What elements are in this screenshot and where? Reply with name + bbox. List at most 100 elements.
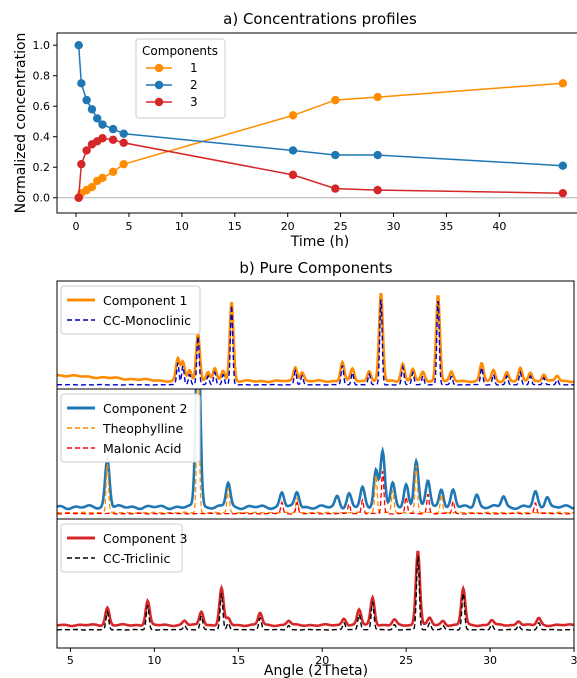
chart-a-x-axis: 0 5 10 15 20 25 30 35 40 — [73, 213, 506, 233]
legend-label: Component 1 — [103, 293, 188, 308]
x-tick-label: 10 — [147, 654, 161, 667]
chart-b-panel-3: Component 3 CC-Triclinic — [56, 518, 575, 649]
y-tick-label: 0.0 — [33, 192, 51, 205]
x-tick-label: 40 — [492, 220, 506, 233]
chart-a-y-axis: 0.0 0.2 0.4 0.6 0.8 1.0 — [33, 39, 57, 205]
y-tick-label: 1.0 — [33, 39, 51, 52]
series-1-point — [373, 92, 382, 102]
series-1-point — [288, 111, 298, 120]
panel-legend: Component 1 CC-Monoclinic — [60, 285, 201, 335]
x-tick-label: 35 — [439, 220, 453, 233]
series-1-point — [98, 173, 107, 183]
series-2-point — [108, 124, 118, 134]
chart-a-x-label: Time (h) — [290, 234, 350, 250]
series-3-point — [98, 134, 107, 143]
x-tick-label: 25 — [334, 220, 348, 233]
x-tick-label: 3 — [571, 654, 577, 667]
legend-1-label: 1 — [190, 61, 198, 75]
chart-a-legend: Components 1 2 3 — [135, 38, 226, 119]
trace-cc-triclinic — [57, 556, 574, 631]
legend-label: Theophylline — [102, 421, 183, 436]
x-tick-label: 10 — [175, 220, 189, 233]
legend-2-label: 2 — [190, 78, 198, 92]
y-tick-label: 0.8 — [33, 70, 51, 83]
series-2-point — [373, 150, 382, 160]
x-tick-label: 25 — [399, 654, 413, 667]
chart-b-panels: Component 1 CC-Monoclinic Component 2 Theop… — [56, 280, 575, 649]
y-tick-label: 0.4 — [33, 131, 51, 144]
legend-2-marker — [154, 80, 164, 90]
chart-a-legend-title: Components — [142, 44, 218, 58]
chart-a-title: a) Concentrations profiles — [223, 10, 417, 28]
panel-frame — [56, 518, 575, 649]
panel-legend-box — [60, 285, 201, 335]
x-tick-label: 20 — [315, 654, 329, 667]
panel-traces — [57, 389, 574, 515]
series-3-point — [74, 193, 83, 202]
trace-cc-monoclinic — [57, 299, 574, 386]
chart-a: a) Concentrations profiles 0 5 10 15 20 25 30 3… — [13, 10, 577, 250]
chart-a-y-label: Normalized concentration — [13, 33, 29, 214]
x-tick-label: 20 — [281, 220, 295, 233]
chart-a-legend-items: 1 2 3 — [146, 61, 198, 109]
panel-traces — [57, 292, 574, 386]
series-2-point — [119, 129, 128, 138]
series-1-point — [558, 79, 568, 88]
legend-label: CC-Monoclinic — [103, 313, 191, 328]
series-3-point — [77, 159, 86, 169]
chart-a-frame — [56, 32, 577, 214]
chart-b-panel-1: Component 1 CC-Monoclinic — [56, 280, 575, 390]
series-2-point — [82, 95, 91, 105]
trace-theophylline — [57, 389, 574, 514]
series-3-point — [82, 146, 91, 155]
series-3-point — [331, 184, 340, 193]
series-3-point — [288, 170, 298, 180]
y-tick-label: 0.2 — [33, 161, 51, 174]
x-tick-label: 15 — [228, 220, 242, 233]
x-tick-label: 5 — [125, 220, 132, 233]
chart-a-series-group — [74, 41, 568, 202]
chart-b-title: b) Pure Components — [239, 259, 392, 277]
chart-b-panel-2: Component 2 Theophylline Malonic Acid — [56, 388, 575, 520]
trace-component-1 — [57, 292, 574, 384]
legend-3-marker — [154, 97, 164, 107]
legend-3-label: 3 — [190, 95, 198, 109]
legend-1-marker — [154, 63, 164, 73]
panel-legend-box — [60, 523, 183, 573]
series-2-point — [87, 105, 97, 114]
trace-malonic-acid — [57, 471, 574, 515]
panel-legend: Component 3 CC-Triclinic — [60, 523, 188, 573]
series-2-point — [98, 120, 107, 129]
x-tick-label: 5 — [67, 654, 74, 667]
legend-label: Malonic Acid — [103, 441, 181, 456]
series-3-point — [373, 185, 382, 195]
series-3-line — [77, 137, 563, 198]
panel-legend-box — [60, 393, 201, 463]
series-2-point — [331, 150, 340, 160]
series-1-point — [119, 159, 128, 169]
chart-b-x-label: Angle (2Theta) — [264, 663, 368, 678]
series-2-point — [93, 114, 102, 123]
legend-label: Component 2 — [103, 401, 188, 416]
series-2-point — [74, 41, 83, 50]
x-tick-label: 0 — [73, 220, 80, 233]
series-3-point — [119, 138, 128, 148]
series-1-point — [331, 95, 340, 105]
legend-label: Component 3 — [103, 531, 188, 546]
x-tick-label: 30 — [483, 654, 497, 667]
y-tick-label: 0.6 — [33, 100, 51, 113]
chart-b-x-axis: 5 10 15 20 25 30 3 — [67, 648, 577, 667]
trace-component-3 — [57, 550, 574, 628]
panel-legend: Component 2 Theophylline Malonic Acid — [60, 393, 201, 463]
series-2-point — [558, 161, 568, 170]
x-tick-label: 15 — [231, 654, 245, 667]
chart-b: b) Pure Components Component 1 CC-Monocli… — [56, 259, 577, 678]
series-1-point — [108, 167, 118, 177]
series-1-point — [87, 182, 97, 192]
series-2-point — [77, 79, 86, 88]
legend-label: CC-Triclinic — [103, 551, 170, 566]
panel-traces — [57, 550, 574, 631]
series-3-point — [558, 188, 568, 198]
series-3-point — [108, 135, 118, 144]
